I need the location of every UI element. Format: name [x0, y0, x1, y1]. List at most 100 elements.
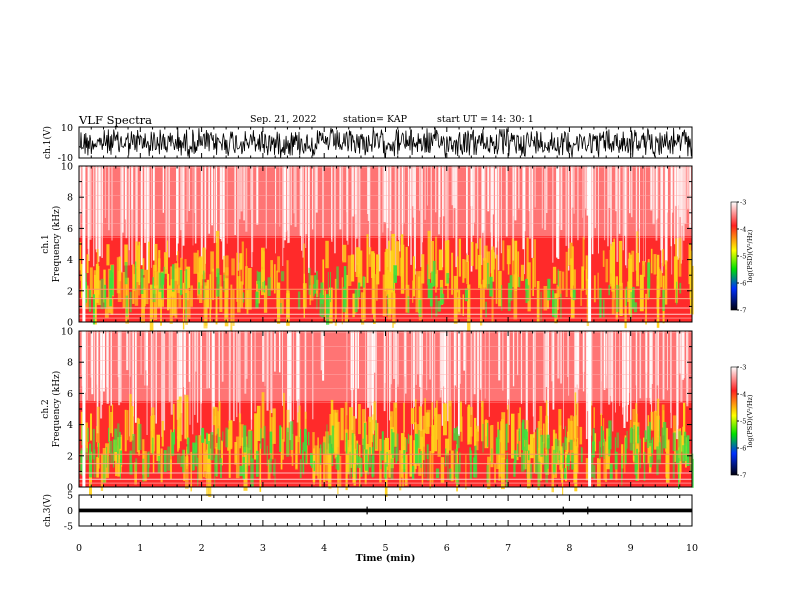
spectro-streak: [459, 331, 461, 384]
spectro-yellow-patch: [511, 238, 514, 288]
spectro-yellow-patch: [545, 415, 549, 451]
spectro-yellow-patch: [95, 263, 99, 303]
spectro-green-patch: [161, 272, 164, 300]
spectro-yellow-patch: [142, 258, 145, 276]
x-tick-label: 2: [199, 543, 205, 554]
spectro-green-patch: [351, 463, 353, 478]
spectro-streak: [208, 331, 210, 388]
spectro-green-patch: [167, 446, 170, 471]
spectro-streak: [293, 166, 295, 214]
spectro-streak: [288, 166, 290, 243]
spectro-streak: [666, 166, 668, 213]
spectro-streak: [122, 166, 124, 233]
spectro-yellow-patch: [352, 451, 356, 472]
spectro-green-patch: [405, 438, 408, 453]
spectro-green-patch: [280, 303, 282, 314]
spectro-streak: [636, 331, 638, 431]
spectro-streak: [560, 331, 562, 384]
spectro-streak: [144, 331, 146, 386]
spectro-yellow-patch: [384, 251, 387, 292]
spectro-streak: [393, 331, 395, 379]
spectro-green-patch: [437, 300, 441, 312]
y-tick-label: 5: [67, 491, 73, 502]
spectro-yellow-patch: [206, 279, 209, 308]
spectro-green-patch: [407, 296, 410, 314]
spectro-green-patch: [565, 426, 567, 447]
spectro-streak: [491, 166, 493, 250]
spectro-yellow-patch: [229, 420, 233, 448]
spectro-green-patch: [456, 463, 460, 485]
spectro-streak: [691, 166, 694, 216]
spectro-green-patch: [491, 448, 493, 463]
spectro-streak: [136, 166, 138, 250]
spectro-streak: [196, 331, 199, 423]
spectro-green-patch: [563, 451, 565, 463]
spectro-streak: [245, 331, 248, 379]
colorbar-tick-label: -6: [740, 280, 746, 288]
x-tick-label: 4: [321, 543, 327, 554]
spectro-yellow-patch: [568, 248, 570, 266]
spectro-yellow-patch: [361, 409, 366, 445]
spectro-streak: [367, 166, 370, 221]
y-tick-label: 10: [61, 327, 73, 338]
spectro-green-patch: [505, 423, 508, 451]
spectro-streak: [470, 166, 473, 272]
spectro-streak: [557, 331, 560, 379]
spectro-yellow-patch: [335, 409, 339, 448]
spectro-streak: [545, 331, 547, 387]
spectro-streak: [643, 166, 644, 266]
spectro-yellow-patch: [418, 406, 422, 450]
station-label: station= KAP: [343, 114, 407, 125]
spectro-green-patch: [545, 464, 549, 483]
spectro-streak: [299, 166, 302, 236]
spectro-yellow-patch: [632, 409, 636, 429]
spectro-green-patch: [214, 454, 218, 477]
spectro-streak: [168, 331, 171, 402]
spectro-yellow-patch: [366, 234, 369, 283]
spectro-yellow-patch: [348, 407, 353, 456]
spectro-yellow-patch: [225, 255, 229, 276]
spectro-streak: [390, 331, 392, 385]
spectro-streak: [543, 331, 545, 401]
spectro-streak: [375, 331, 377, 432]
spectro-yellow-patch: [491, 250, 494, 280]
spectro-green-patch: [309, 453, 313, 466]
spectro-yellow-patch: [463, 259, 467, 279]
spectro-yellow-patch: [368, 416, 373, 455]
spectro-yellow-patch: [203, 438, 207, 472]
spectro-green-patch: [435, 295, 438, 317]
spectro-green-patch: [678, 458, 680, 489]
spectro-yellow-patch: [475, 428, 479, 451]
spectro-streak: [498, 331, 501, 381]
spectro-green-patch: [124, 262, 128, 285]
spectro-yellow-patch: [156, 434, 160, 461]
spectro-yellow-patch: [190, 451, 192, 492]
spectro-streak: [612, 331, 614, 432]
spectro-green-patch: [608, 436, 611, 457]
spectro-streak: [631, 166, 633, 218]
spectro-green-patch: [267, 277, 271, 296]
spectro-green-patch: [445, 448, 447, 467]
spectro-yellow-patch: [197, 250, 199, 296]
spectro-streak: [256, 166, 259, 225]
spectro-yellow-patch: [399, 450, 402, 491]
spectro-yellow-patch: [237, 276, 241, 313]
spectro-streak: [180, 331, 183, 414]
spectro-green-patch: [643, 451, 646, 481]
spectro-yellow-patch: [324, 290, 326, 321]
spectro-yellow-patch: [393, 293, 396, 325]
x-tick-label: 6: [444, 543, 450, 554]
spectro-yellow-patch: [436, 269, 439, 288]
spectro-streak: [352, 331, 355, 390]
spectro-green-patch: [525, 431, 528, 451]
spectro-green-patch: [598, 441, 601, 460]
spectro-yellow-patch: [133, 274, 136, 291]
spectro-yellow-patch: [136, 417, 139, 453]
spectro-streak: [315, 166, 318, 213]
spectro-streak: [84, 331, 86, 393]
spectro-yellow-patch: [569, 242, 573, 265]
spectro-yellow-patch: [198, 257, 203, 286]
spectro-green-patch: [386, 452, 388, 467]
spectro-green-patch: [192, 442, 195, 471]
spectro-streak: [447, 331, 449, 422]
